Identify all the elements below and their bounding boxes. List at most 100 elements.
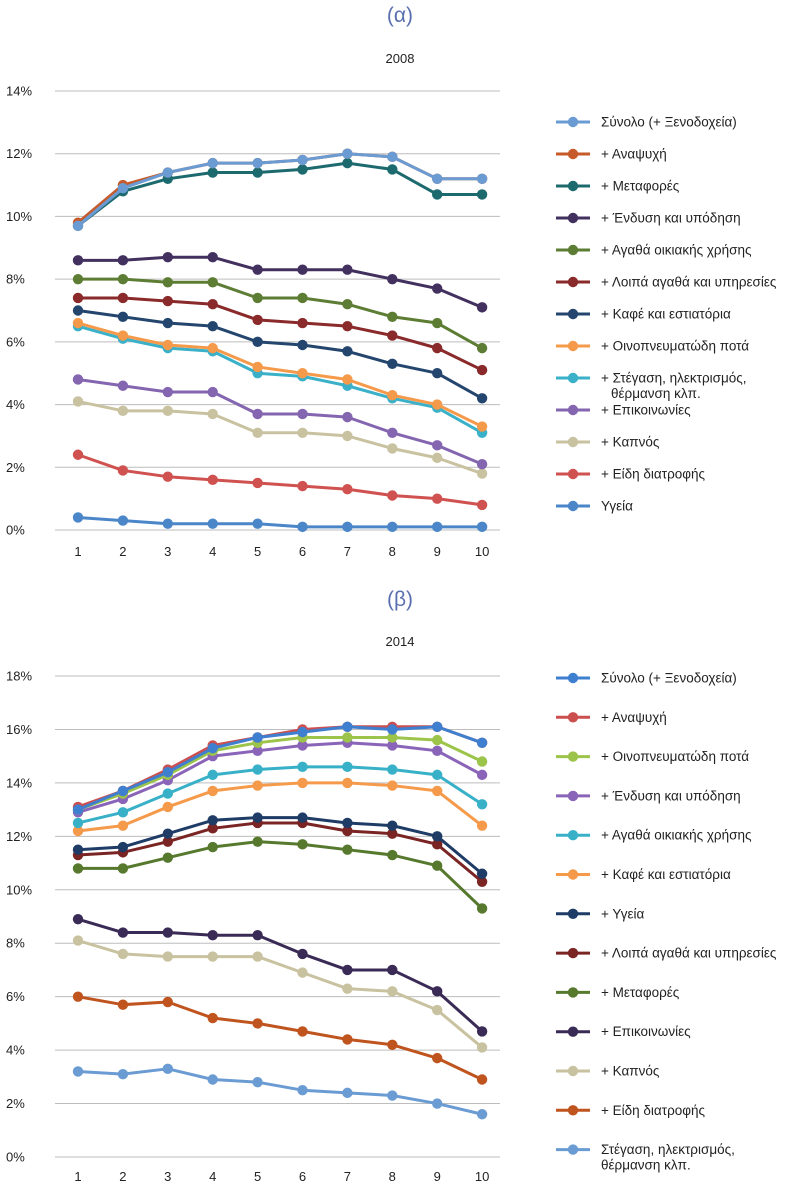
legend-item: Στέγαση, ηλεκτρισμός, θέρμανση κλπ. — [556, 1142, 735, 1173]
legend-swatch-marker — [567, 712, 579, 723]
data-point — [387, 358, 398, 370]
legend-label: + Επικοινωνίες — [601, 1024, 691, 1039]
data-point — [162, 801, 173, 813]
series-1 — [72, 148, 488, 232]
data-point — [432, 173, 443, 184]
data-point — [72, 273, 84, 285]
data-point — [342, 777, 353, 789]
legend-swatch-marker — [567, 468, 579, 480]
data-point — [117, 807, 129, 818]
series-5 — [72, 761, 488, 829]
data-point — [162, 828, 173, 839]
data-point — [252, 930, 263, 941]
data-point — [297, 368, 308, 379]
data-point — [162, 339, 173, 351]
legend-item: + Καπνός — [556, 435, 660, 450]
data-point — [117, 999, 129, 1010]
legend-swatch-marker — [567, 751, 579, 762]
series-13 — [72, 512, 488, 533]
data-point — [252, 1018, 263, 1029]
legend-swatch-marker — [567, 790, 579, 802]
data-point — [117, 948, 129, 960]
data-point — [387, 443, 398, 454]
data-point — [387, 724, 398, 735]
legend-label: Υγεία — [601, 499, 633, 514]
data-point — [432, 189, 443, 200]
legend-item: + Είδη διατροφής — [556, 1103, 706, 1118]
data-point — [117, 820, 129, 831]
data-point — [117, 1068, 129, 1080]
data-point — [162, 1063, 173, 1075]
data-point — [162, 518, 173, 529]
x-tick-label: 3 — [164, 544, 171, 559]
data-point — [162, 996, 173, 1008]
data-point — [387, 764, 398, 775]
legend-label: + Μεταφορές — [601, 179, 680, 194]
legend-item: + Αναψυχή — [556, 147, 667, 162]
x-tick-label: 4 — [209, 544, 216, 559]
series-7 — [72, 305, 488, 404]
data-point — [72, 1066, 84, 1077]
y-tick-label: 8% — [6, 272, 25, 287]
series-line — [77, 995, 483, 1081]
data-point — [432, 452, 443, 464]
series-13 — [72, 1063, 488, 1120]
data-point — [476, 521, 488, 533]
data-point — [297, 967, 308, 978]
data-point — [252, 1076, 263, 1088]
data-point — [432, 317, 443, 329]
y-tick-label: 8% — [6, 936, 25, 951]
legend-label: Σύνολο (+ Ξενοδοχεία) — [601, 115, 737, 130]
data-point — [252, 745, 263, 757]
data-point — [207, 157, 218, 169]
data-point — [432, 521, 443, 533]
data-point — [476, 799, 488, 810]
data-point — [252, 518, 263, 529]
data-point — [252, 812, 263, 823]
data-point — [207, 742, 218, 754]
legend-label: + Αγαθά οικιακής χρήσης — [601, 828, 752, 843]
data-point — [162, 836, 173, 847]
chart-panel-2014: (β) 2014 0% 2% 4% 6% 8% 10% 12% 14% 16% 18% 1 2 3 4 5 6 7 8… — [6, 588, 777, 1184]
y-tick-label: 0% — [6, 1150, 25, 1165]
x-tick-label: 5 — [254, 544, 261, 559]
data-point — [387, 427, 398, 438]
data-point — [476, 458, 488, 470]
x-tick-label: 2 — [119, 1169, 126, 1184]
x-tick-label: 8 — [389, 544, 396, 559]
data-point — [342, 320, 353, 332]
data-point — [387, 849, 398, 861]
data-point — [432, 860, 443, 871]
data-point — [297, 317, 308, 329]
data-point — [252, 167, 263, 178]
data-point — [297, 1084, 308, 1096]
series-line — [77, 309, 483, 400]
series-7 — [72, 812, 488, 879]
legend-swatch-marker — [567, 180, 579, 192]
data-point — [162, 951, 173, 962]
data-point — [432, 493, 443, 504]
data-point — [297, 948, 308, 960]
data-point — [387, 521, 398, 533]
legend-swatch-marker — [567, 1065, 579, 1077]
legend-swatch-marker — [567, 1144, 579, 1155]
legend-swatch-marker — [567, 500, 579, 512]
x-tick-label: 10 — [475, 1169, 489, 1184]
series-5 — [72, 273, 488, 354]
legend-label: + Καπνός — [601, 435, 660, 450]
data-point — [297, 339, 308, 351]
data-point — [432, 283, 443, 294]
data-point — [476, 1026, 488, 1037]
legend-swatch-marker — [567, 947, 579, 959]
data-point — [72, 292, 84, 304]
series-11 — [72, 396, 488, 479]
legend-label: + Καφέ και εστιατόρια — [601, 867, 731, 882]
legend-item: + Ένδυση και υπόδηση — [556, 211, 741, 226]
data-point — [297, 812, 308, 823]
legend-item: + Αγαθά οικιακής χρήσης — [556, 243, 752, 258]
legend-item: + Καπνός — [556, 1064, 660, 1079]
legend-item: + Μεταφορές — [556, 985, 680, 1000]
x-tick-label: 8 — [389, 1169, 396, 1184]
data-point — [342, 964, 353, 976]
data-point — [342, 761, 353, 773]
